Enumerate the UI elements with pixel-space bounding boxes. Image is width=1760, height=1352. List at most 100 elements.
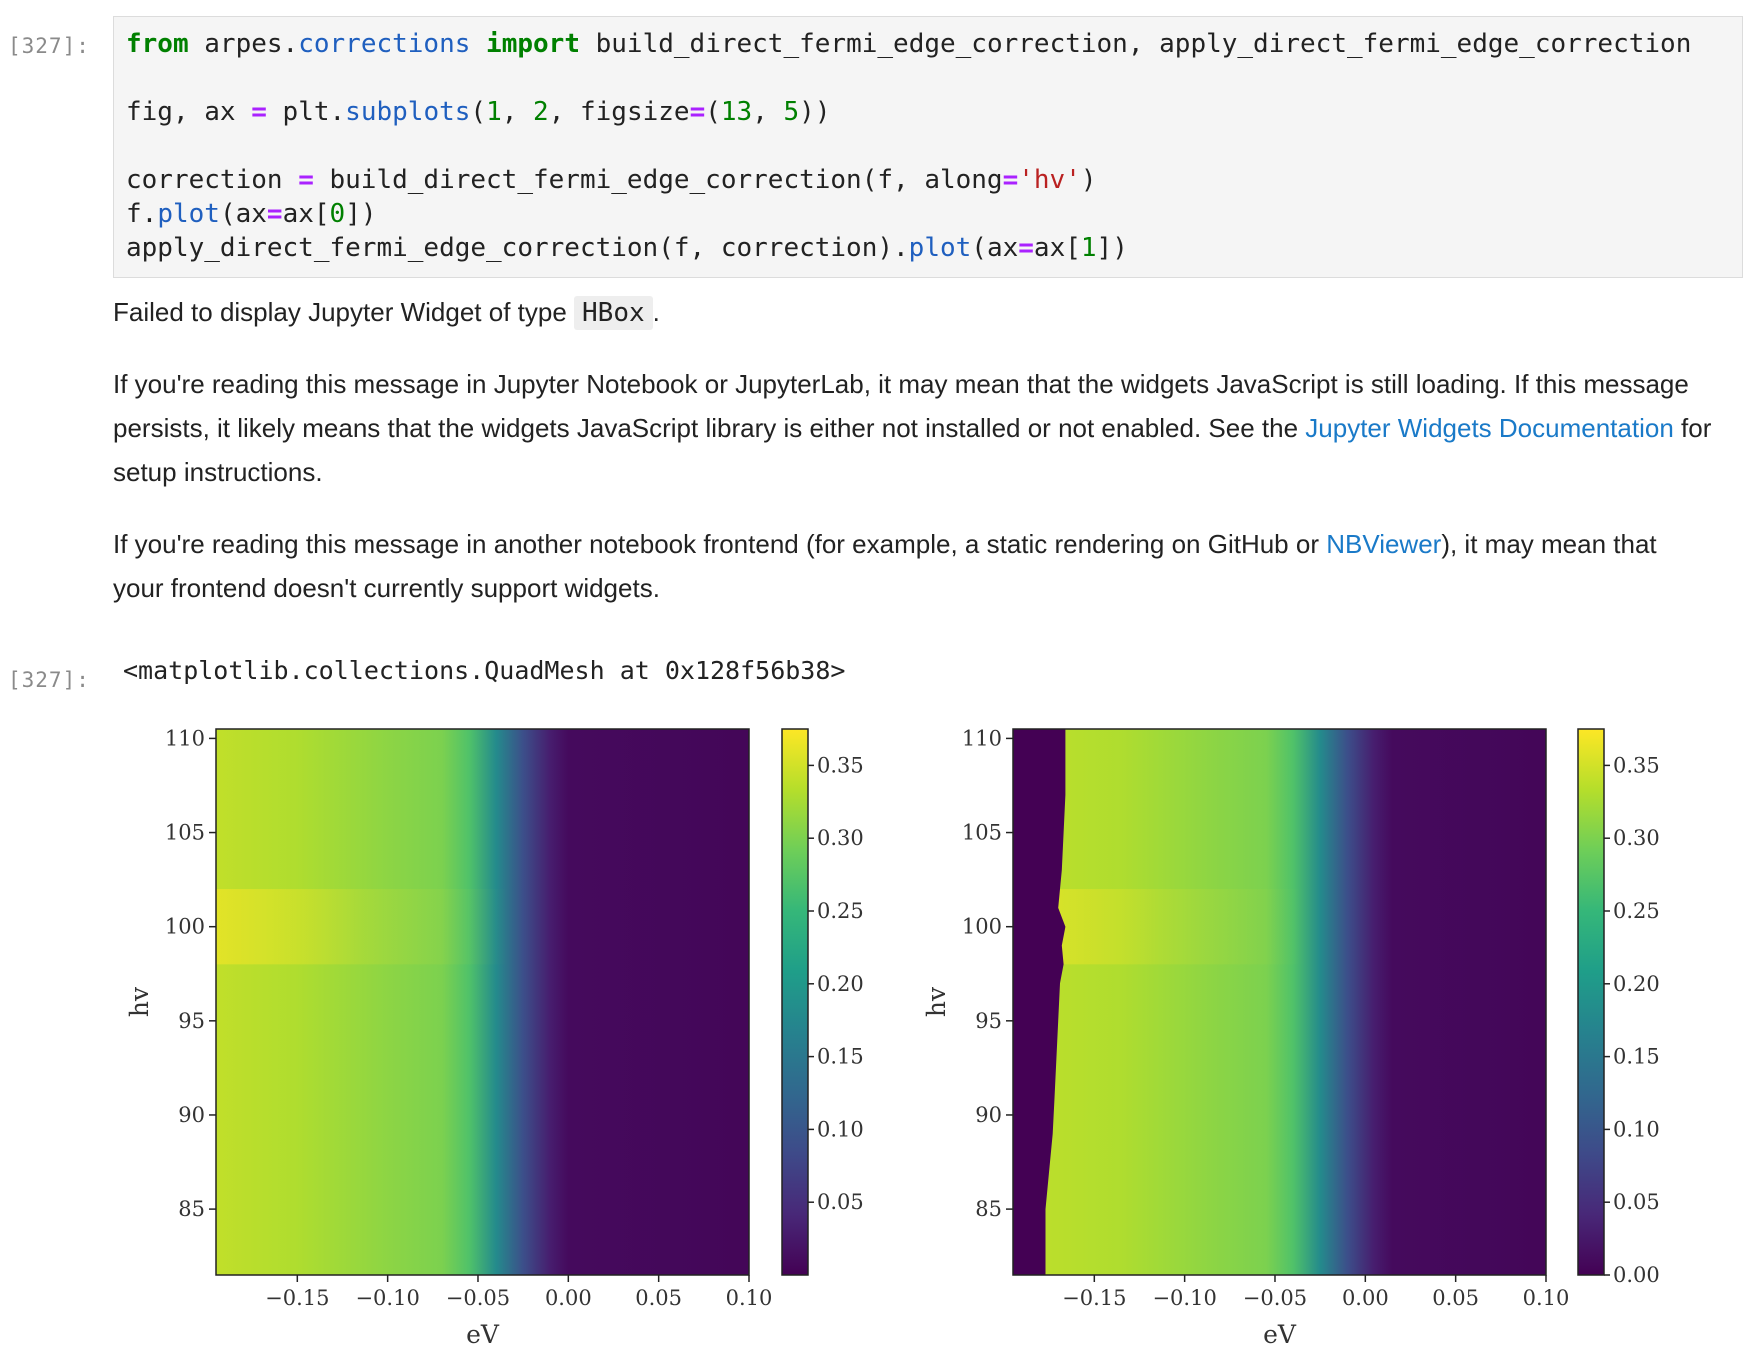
code-token: import	[486, 29, 580, 59]
code-token: plot	[908, 233, 972, 263]
heatmap-image	[216, 729, 749, 1275]
x-tick-label: −0.10	[355, 1286, 419, 1310]
y-tick-label: 105	[962, 821, 1002, 845]
code-token: ])	[345, 199, 377, 229]
code-token: ax[	[1033, 233, 1081, 263]
code-token: 13	[720, 97, 753, 127]
code-token: subplots	[345, 97, 471, 127]
y-tick-label: 95	[975, 1009, 1002, 1033]
code-token: 'hv'	[1018, 165, 1081, 195]
heatmap-image	[1013, 729, 1546, 1275]
y-tick-label: 110	[962, 726, 1002, 750]
jupyter-widgets-docs-link[interactable]: Jupyter Widgets Documentation	[1305, 413, 1674, 443]
code-token: =	[689, 97, 706, 127]
x-tick-label: 0.10	[726, 1286, 773, 1310]
code-token: plot	[157, 199, 220, 229]
para1-text: If you're reading this message in Jupyte…	[113, 369, 1689, 443]
code-token: =	[1002, 165, 1019, 195]
code-token: (	[470, 97, 487, 127]
masked-region	[1013, 729, 1066, 1275]
code-token: 2	[533, 97, 549, 127]
x-tick-label: −0.10	[1152, 1286, 1216, 1310]
code-token: (ax	[219, 199, 267, 229]
para2-tail: ), it may mean that your frontend doesn'…	[113, 529, 1657, 603]
code-token: apply_direct_fermi_edge_correction(f, co…	[126, 233, 909, 263]
colorbar-tick-label: 0.35	[817, 753, 864, 777]
code-token: build_direct_fermi_edge_correction, appl…	[579, 29, 1692, 59]
code-token: (	[705, 97, 721, 127]
output-repr: <matplotlib.collections.QuadMesh at 0x12…	[123, 656, 846, 685]
x-tick-label: 0.05	[635, 1286, 682, 1310]
code-token: )	[1080, 165, 1097, 195]
widget-failed-line: Failed to display Jupyter Widget of type…	[113, 290, 1713, 335]
code-token: ,	[752, 97, 784, 127]
y-tick-label: 90	[178, 1103, 205, 1127]
colorbar-tick-label: 0.15	[817, 1045, 864, 1069]
colorbar-tick-label: 0.15	[1613, 1045, 1660, 1069]
code-token: (ax	[971, 233, 1019, 263]
code-token: arpes.	[188, 29, 299, 59]
code-token: =	[1018, 233, 1034, 263]
colorbar	[1577, 728, 1605, 1276]
code-token: ])	[1096, 233, 1128, 263]
colorbar-tick-label: 0.20	[817, 972, 864, 996]
widget-type-chip: HBox	[574, 296, 653, 330]
code-token: =	[298, 165, 314, 195]
code-token: , figsize	[548, 97, 690, 127]
x-tick-label: 0.00	[545, 1286, 592, 1310]
widget-message-paragraph-2: If you're reading this message in anothe…	[113, 522, 1713, 610]
x-tick-label: 0.10	[1523, 1286, 1570, 1310]
x-tick-label: 0.05	[1432, 1286, 1479, 1310]
y-tick-label: 95	[178, 1009, 205, 1033]
colorbar-tick-label: 0.10	[817, 1117, 864, 1141]
colorbar-tick-label: 0.35	[1613, 753, 1660, 777]
colorbar-tick-label: 0.10	[1613, 1117, 1660, 1141]
colorbar-tick-label: 0.25	[817, 899, 864, 923]
x-tick-label: −0.15	[265, 1286, 329, 1310]
code-token: from	[126, 29, 189, 59]
x-tick-label: 0.00	[1342, 1286, 1389, 1310]
code-text[interactable]: from arpes.corrections import build_dire…	[126, 27, 1691, 265]
y-axis-label: hv	[125, 986, 154, 1017]
x-axis-label: eV	[466, 1320, 500, 1349]
nbviewer-link[interactable]: NBViewer	[1326, 529, 1442, 559]
para1-tail: for setup instructions.	[113, 413, 1712, 487]
colorbar-tick-label: 0.25	[1613, 899, 1660, 923]
widget-message-paragraph-1: If you're reading this message in Jupyte…	[113, 362, 1713, 494]
y-tick-label: 85	[975, 1197, 1002, 1221]
y-tick-label: 110	[165, 726, 205, 750]
code-token: ))	[799, 97, 831, 127]
y-tick-label: 100	[165, 915, 205, 939]
y-tick-label: 90	[975, 1103, 1002, 1127]
output-prompt: [327]:	[8, 668, 90, 692]
colorbar	[781, 728, 809, 1276]
code-cell-editor[interactable]: from arpes.corrections import build_dire…	[113, 16, 1743, 278]
code-token: 5	[783, 97, 800, 127]
y-tick-label: 85	[178, 1197, 205, 1221]
x-tick-label: −0.15	[1062, 1286, 1126, 1310]
code-token: f.	[126, 199, 158, 229]
plot-frame	[215, 728, 750, 1276]
x-tick-label: −0.05	[446, 1286, 510, 1310]
code-token: ,	[501, 97, 534, 127]
heatmap-panel-2: −0.15 −0.10 −0.05 0.00 0.05 0.10 85 90 95 100 105 1…	[922, 726, 1660, 1349]
heatmap-panel-1: −0.15 −0.10 −0.05 0.00 0.05 0.10 85 90 95 100 105 1…	[125, 726, 864, 1349]
x-axis-label: eV	[1263, 1320, 1297, 1349]
colorbar-tick-label: 0.30	[1613, 826, 1660, 850]
code-token: build_direct_fermi_edge_correction(f, al…	[313, 165, 1003, 195]
code-token: 1	[1080, 233, 1097, 263]
colorbar-tick-label: 0.00	[1613, 1263, 1660, 1287]
code-token: 0	[329, 199, 346, 229]
plot-frame	[1012, 728, 1547, 1276]
widget-failed-prefix: Failed to display Jupyter Widget of type	[113, 297, 575, 327]
y-axis-label: hv	[922, 986, 951, 1017]
x-tick-label: −0.05	[1243, 1286, 1307, 1310]
code-token: 1	[486, 97, 502, 127]
code-token: =	[266, 199, 283, 229]
code-token: fig, ax	[126, 97, 252, 127]
code-token: corrections	[298, 29, 471, 59]
code-token: =	[251, 97, 267, 127]
colorbar-tick-label: 0.05	[1613, 1190, 1660, 1214]
y-tick-label: 105	[165, 821, 205, 845]
